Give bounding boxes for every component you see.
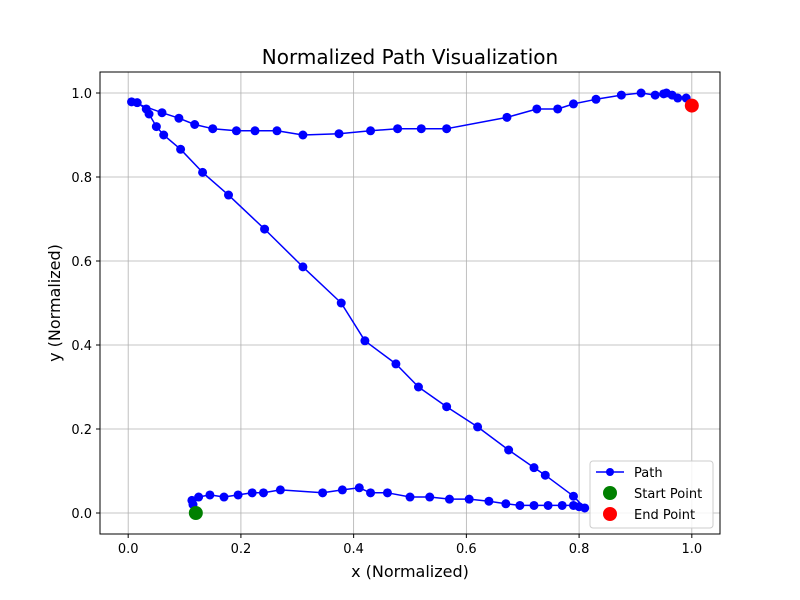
x-axis-ticks: 0.0 0.2 0.4 0.6 0.8 1.0: [118, 534, 702, 557]
path-point: [176, 144, 186, 154]
path-point: [504, 445, 514, 455]
path-point: [540, 470, 550, 480]
chart-title: Normalized Path Visualization: [262, 45, 558, 69]
path-point: [360, 336, 370, 346]
path-point: [464, 494, 474, 504]
path-point: [501, 499, 511, 509]
path-point: [557, 500, 567, 510]
start-point-marker: [188, 506, 203, 520]
path-point: [529, 500, 539, 510]
x-axis-label: x (Normalized): [351, 562, 469, 581]
path-point: [636, 88, 646, 98]
path-point: [591, 94, 601, 104]
legend-path-label: Path: [634, 466, 663, 481]
x-tick-label: 0.0: [118, 542, 139, 557]
path-point: [219, 492, 229, 502]
path-point: [260, 224, 270, 234]
path-point: [543, 500, 553, 510]
path-point: [272, 126, 282, 136]
path-point: [174, 113, 184, 123]
x-tick-label: 0.2: [231, 542, 252, 557]
path-point: [473, 422, 483, 432]
y-tick-label: 0.8: [71, 171, 92, 186]
x-tick-label: 0.4: [343, 542, 364, 557]
path-point: [258, 488, 268, 498]
legend-end-label: End Point: [634, 508, 695, 523]
x-tick-label: 1.0: [681, 542, 702, 557]
path-point: [444, 494, 454, 504]
path-point: [553, 104, 563, 114]
path-point: [616, 90, 626, 100]
path-point: [127, 97, 137, 107]
path-point: [382, 488, 392, 498]
path-point: [298, 130, 308, 140]
y-tick-label: 0.2: [71, 423, 92, 438]
path-point: [205, 490, 215, 500]
path-point: [250, 126, 260, 136]
y-tick-label: 1.0: [71, 87, 92, 102]
path-point: [391, 359, 401, 369]
y-tick-label: 0.0: [71, 507, 92, 522]
path-point: [425, 492, 435, 502]
path-point: [157, 108, 167, 118]
path-point: [484, 496, 494, 506]
path-point: [159, 130, 169, 140]
path-series-line: [130, 92, 693, 514]
path-point: [502, 112, 512, 122]
path-point: [151, 122, 161, 132]
plot-frame: [99, 71, 721, 535]
path-point: [442, 124, 452, 134]
y-tick-label: 0.6: [71, 255, 92, 270]
path-point: [366, 126, 376, 136]
path-point: [673, 93, 683, 103]
path-point: [194, 492, 204, 502]
path-point: [405, 492, 415, 502]
legend-box: [589, 460, 714, 529]
path-point: [318, 488, 328, 498]
path-point: [568, 99, 578, 109]
path-point: [198, 167, 208, 177]
x-tick-label: 0.6: [456, 542, 477, 557]
path-point: [190, 120, 200, 129]
path-point: [366, 488, 376, 498]
y-axis-label: y (Normalized): [45, 244, 64, 362]
path-point: [298, 262, 308, 272]
end-point-marker: [684, 98, 699, 113]
points-layer: [188, 98, 699, 520]
path-point: [233, 490, 243, 500]
path-point: [393, 124, 403, 134]
path-point: [247, 488, 257, 498]
path-point: [224, 190, 234, 200]
path-point: [515, 500, 525, 510]
path-point: [231, 126, 241, 136]
path-point: [141, 104, 151, 114]
path-point: [413, 382, 423, 392]
legend-start-marker: [603, 486, 617, 500]
legend: Path Start Point End Point: [589, 460, 714, 529]
legend-start-label: Start Point: [634, 487, 702, 502]
path-point: [532, 104, 542, 114]
path-point: [568, 491, 578, 501]
x-tick-label: 0.8: [569, 542, 590, 557]
path-point: [580, 503, 590, 513]
legend-end-marker: [603, 507, 617, 521]
legend-path-marker: [606, 468, 614, 476]
path-point: [442, 402, 452, 412]
y-tick-label: 0.4: [71, 339, 92, 354]
path-point: [337, 485, 347, 495]
y-axis-ticks: 0.0 0.2 0.4 0.6 0.8 1.0: [71, 87, 100, 522]
path-point: [354, 483, 364, 493]
grid: [100, 72, 720, 534]
path-point: [334, 129, 344, 139]
path-point: [529, 463, 539, 473]
path-point: [275, 485, 285, 495]
path-point: [650, 90, 660, 100]
path-point: [208, 124, 218, 134]
path-point: [336, 298, 346, 308]
path-point: [416, 124, 426, 134]
